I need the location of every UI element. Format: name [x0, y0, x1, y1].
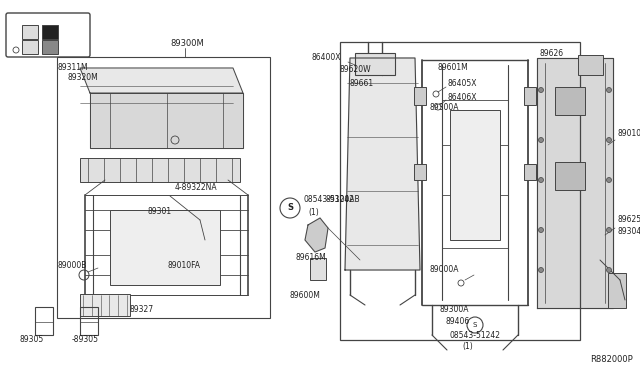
Circle shape	[607, 228, 611, 232]
Bar	[80, 158, 240, 182]
Circle shape	[607, 138, 611, 142]
Text: 89000A: 89000A	[430, 266, 460, 275]
Bar	[57, 57, 270, 318]
Text: 89305: 89305	[20, 336, 44, 344]
Text: 4-89322NA: 4-89322NA	[175, 183, 218, 192]
Text: R882000P: R882000P	[590, 356, 633, 365]
Text: (1): (1)	[462, 341, 473, 350]
Circle shape	[538, 177, 543, 183]
Bar	[22, 25, 38, 39]
Text: 86405X: 86405X	[448, 78, 477, 87]
Text: 89300AB: 89300AB	[325, 196, 360, 205]
Circle shape	[538, 267, 543, 273]
Circle shape	[607, 267, 611, 273]
FancyBboxPatch shape	[6, 13, 90, 57]
Circle shape	[538, 228, 543, 232]
Text: -89305: -89305	[72, 336, 99, 344]
Text: 89327: 89327	[130, 305, 154, 314]
Circle shape	[538, 87, 543, 93]
Bar	[450, 110, 500, 240]
Bar	[110, 210, 220, 285]
Bar	[555, 87, 585, 115]
Text: S: S	[287, 203, 293, 212]
Bar	[524, 87, 536, 105]
Bar	[355, 53, 395, 75]
Text: 89601M: 89601M	[438, 64, 468, 73]
Text: 89620W: 89620W	[340, 65, 372, 74]
Text: 89000B: 89000B	[58, 260, 88, 269]
Text: 08543-51242: 08543-51242	[303, 196, 354, 205]
Text: 89300M: 89300M	[170, 38, 204, 48]
Text: 89625: 89625	[617, 215, 640, 224]
Text: 86406X: 86406X	[448, 93, 477, 102]
Circle shape	[607, 87, 611, 93]
Text: 08543-51242: 08543-51242	[450, 330, 501, 340]
Text: 89320M: 89320M	[68, 74, 99, 83]
Text: 89406: 89406	[445, 317, 469, 327]
Text: S: S	[473, 322, 477, 328]
Text: 89300A: 89300A	[440, 305, 470, 314]
Bar	[414, 164, 426, 180]
Circle shape	[538, 138, 543, 142]
Text: 89626: 89626	[540, 48, 564, 58]
Bar	[524, 164, 536, 180]
Text: 89010F: 89010F	[617, 128, 640, 138]
Text: 89304A: 89304A	[617, 228, 640, 237]
Bar	[80, 294, 130, 316]
Text: 89661: 89661	[350, 78, 374, 87]
Bar	[42, 25, 58, 39]
Bar	[80, 307, 98, 335]
Text: (1): (1)	[308, 208, 319, 218]
Text: 89311M: 89311M	[58, 64, 88, 73]
Polygon shape	[80, 68, 243, 93]
Text: 89600M: 89600M	[290, 291, 321, 299]
Bar	[578, 55, 603, 75]
Bar	[340, 42, 580, 340]
Text: 89010FA: 89010FA	[168, 260, 201, 269]
Polygon shape	[90, 93, 243, 148]
Polygon shape	[537, 58, 613, 308]
Circle shape	[607, 177, 611, 183]
Text: 89301: 89301	[148, 208, 172, 217]
Bar	[414, 87, 426, 105]
Bar	[35, 307, 53, 335]
Polygon shape	[345, 58, 420, 270]
Bar	[310, 258, 326, 280]
Bar	[22, 40, 38, 54]
Bar	[42, 40, 58, 54]
Polygon shape	[305, 218, 328, 252]
Text: 89616M: 89616M	[296, 253, 327, 263]
Bar	[608, 273, 626, 308]
Text: 86400X: 86400X	[312, 52, 342, 61]
Bar	[555, 162, 585, 190]
Text: 89300A: 89300A	[430, 103, 460, 112]
